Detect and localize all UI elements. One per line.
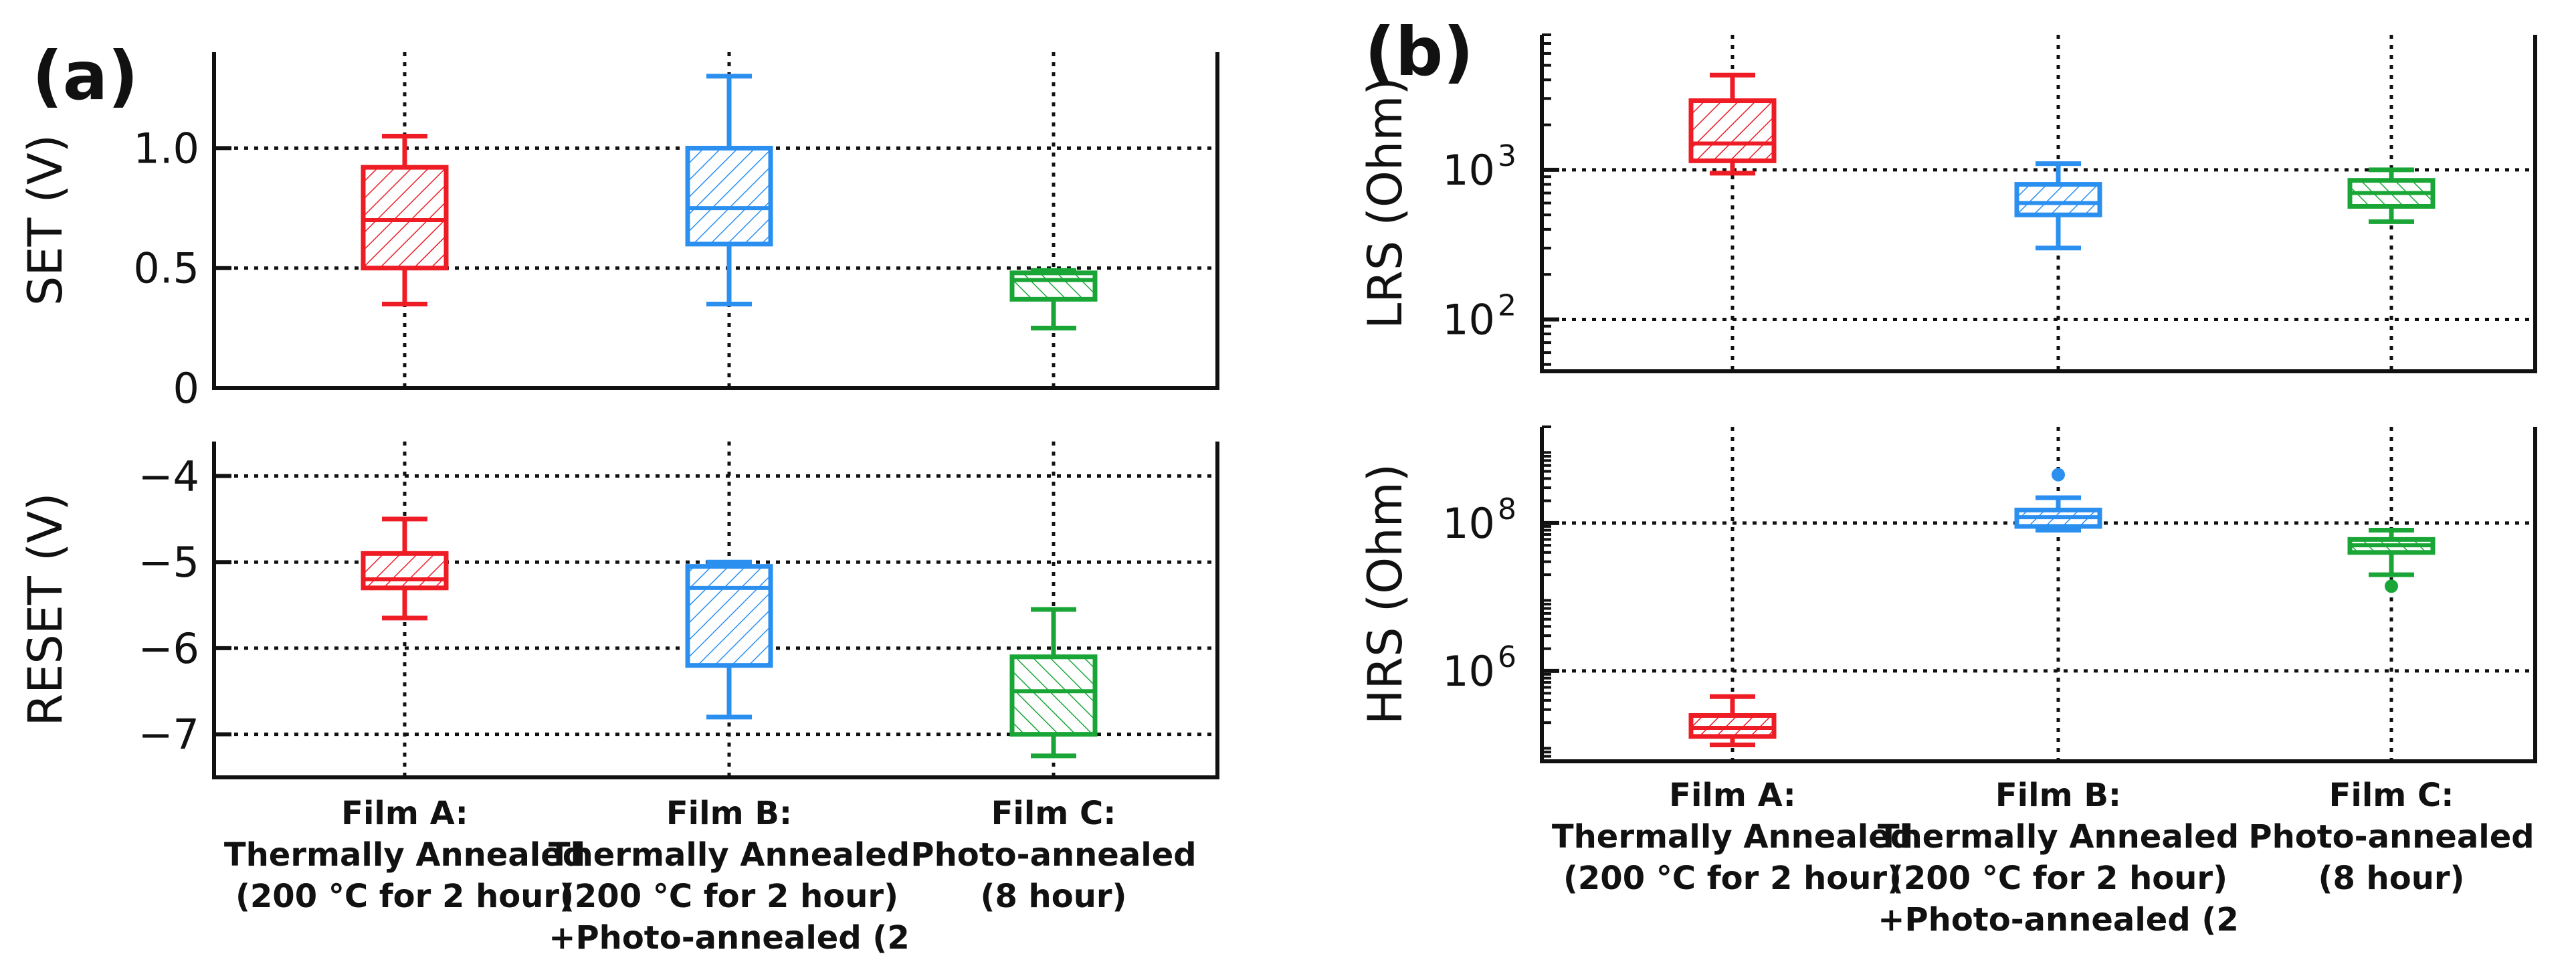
y-tick-label: −5: [138, 538, 199, 587]
category-label-line: Thermally Annealed: [224, 836, 585, 874]
panel-set-v: 0 0.5 1.0 SET (V): [18, 52, 1219, 413]
category-label-line: (200 °C for 2 hour): [235, 878, 574, 915]
category-label-line: Thermally Annealed: [1878, 818, 2239, 856]
panel-label-b: (b): [1365, 13, 1474, 91]
category-label-1: Film A: Thermally Annealed (200 °C for 2 h…: [1552, 777, 1913, 897]
category-label-line: Photo-annealed: [910, 836, 1196, 874]
category-label-line: Film A:: [341, 795, 468, 832]
y-axis-label: RESET (V): [18, 492, 73, 726]
category-label-line: (200 °C for 2 hour): [560, 878, 898, 915]
y-tick-exponent: 6: [1498, 640, 1516, 674]
box-film-b: [685, 74, 773, 306]
box-film-c: [1009, 268, 1098, 330]
outlier-point: [2385, 579, 2398, 593]
category-label-3: Film C: Photo-annealed (8 hour): [910, 795, 1196, 915]
y-tick-label: −6: [138, 624, 199, 673]
box-iqr: [685, 145, 773, 247]
box-iqr: [1009, 270, 1098, 302]
box-film-a: [361, 134, 449, 306]
category-label-line: (8 hour): [2318, 860, 2465, 897]
box-film-a: [361, 516, 449, 621]
panel-reset-v: −4 −5 −6 −7 RESET (V): [18, 442, 1219, 779]
box-film-b: [2014, 161, 2102, 251]
category-label-line: Film C:: [991, 795, 1116, 832]
category-label-line: (200 °C for 2 hour): [1889, 860, 2227, 897]
y-tick-label: 10: [1442, 146, 1495, 195]
category-label-line: +Photo-annealed (2: [549, 919, 909, 957]
y-axis-label: LRS (Ohm): [1358, 77, 1413, 329]
y-tick-label: 10: [1442, 647, 1495, 696]
box-iqr: [361, 165, 449, 271]
box-iqr: [361, 551, 449, 591]
category-label-line: (8 hour): [981, 878, 1127, 915]
outlier-point: [2052, 468, 2065, 482]
y-tick-label: 0: [173, 364, 199, 413]
category-label-line: Thermally Annealed: [1552, 818, 1913, 856]
category-label-line: Thermally Annealed: [549, 836, 910, 874]
category-label-line: +Photo-annealed (2: [1878, 901, 2238, 939]
box-iqr: [1009, 654, 1098, 737]
y-tick-exponent: 3: [1498, 139, 1516, 173]
box-film-a: [1688, 694, 1777, 747]
panel-label-a: (a): [32, 37, 138, 115]
box-film-b: [2014, 468, 2102, 533]
box-iqr: [1688, 98, 1777, 163]
y-axis-label: HRS (Ohm): [1358, 464, 1413, 725]
category-label-line: Film C:: [2329, 777, 2454, 814]
y-axis-label: SET (V): [18, 134, 73, 306]
category-label-line: Film B:: [1995, 777, 2121, 814]
y-tick-label: −4: [138, 452, 199, 500]
box-film-c: [1009, 607, 1098, 759]
category-label-3: Film C: Photo-annealed (8 hour): [2248, 777, 2534, 897]
y-tick-label: −7: [138, 710, 199, 759]
category-label-line: Photo-annealed: [2248, 818, 2534, 856]
category-label-2: Film B: Thermally Annealed (200 °C for 2 h…: [1878, 777, 2239, 939]
box-film-c: [2347, 167, 2436, 224]
box-iqr: [2014, 182, 2102, 217]
y-tick-label: 1.0: [133, 124, 199, 173]
y-tick-label: 0.5: [133, 244, 199, 293]
category-label-line: (200 °C for 2 hour): [1563, 860, 1902, 897]
box-film-a: [1688, 72, 1777, 176]
category-label-2: Film B: Thermally Annealed (200 °C for 2 h…: [549, 795, 910, 957]
y-tick-exponent: 2: [1498, 288, 1516, 322]
y-tick-label: 10: [1442, 499, 1495, 548]
y-tick-exponent: 8: [1498, 492, 1516, 526]
category-label-1: Film A: Thermally Annealed (200 °C for 2 h…: [224, 795, 585, 915]
label-layer: (a) (b) Film A: Thermally Annealed (200 °C f…: [32, 13, 2535, 957]
box-film-c: [2347, 528, 2436, 593]
category-label-line: Film B:: [666, 795, 792, 832]
box-film-b: [685, 559, 773, 720]
category-label-line: Film A:: [1669, 777, 1796, 814]
y-tick-label: 10: [1442, 295, 1495, 344]
box-iqr: [685, 564, 773, 668]
